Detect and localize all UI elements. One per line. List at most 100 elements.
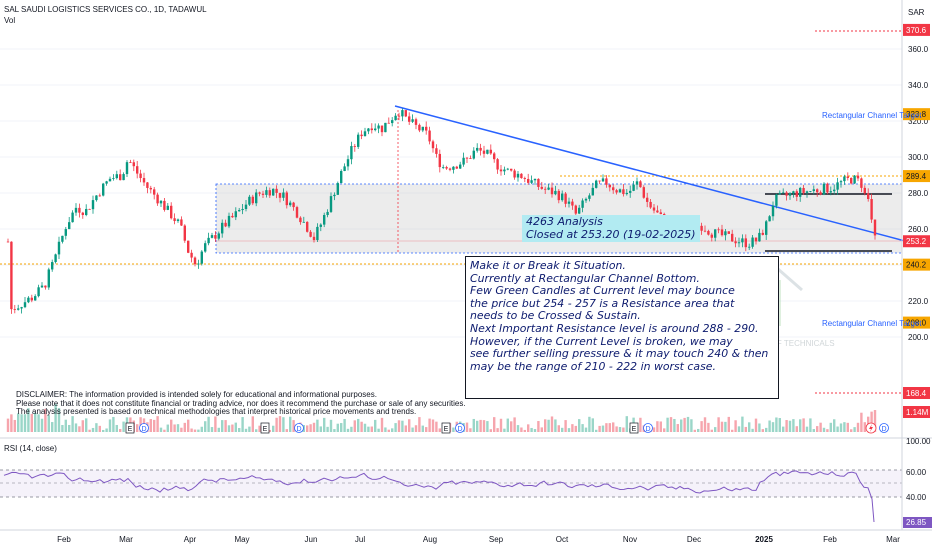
dividend-marker[interactable]: D [455, 423, 465, 434]
volume-bar [503, 428, 506, 432]
volume-bar [438, 428, 441, 432]
candle-body [312, 236, 316, 241]
volume-bar [197, 429, 200, 432]
volume-bar [493, 417, 496, 432]
price-tag [903, 23, 930, 36]
earnings-marker[interactable]: E [629, 422, 639, 434]
candle-body [231, 215, 234, 218]
candle-body [23, 302, 27, 308]
volume-bar [489, 429, 492, 432]
candle-body [428, 130, 431, 142]
candle-body [445, 167, 448, 169]
volume-bar [598, 425, 601, 432]
time-tick: 2025 [755, 535, 773, 544]
candle-body [758, 232, 761, 242]
volume-bar [612, 422, 615, 432]
volume-bar [217, 427, 220, 432]
candle-body [629, 190, 632, 193]
volume-bar [615, 426, 618, 432]
candle-body [744, 238, 747, 248]
candle-body [391, 120, 394, 124]
candle-body [465, 157, 469, 159]
volume-bar [200, 426, 203, 432]
volume-bar [717, 417, 720, 432]
candle-body [27, 297, 30, 303]
volume-bar [115, 424, 118, 432]
symbol-title[interactable]: SAL SAUDI LOGISTICS SERVICES CO., 1D, TA… [4, 5, 207, 14]
dividend-marker[interactable]: D [294, 423, 304, 434]
volume-bar [792, 419, 795, 432]
earnings-marker[interactable]: E [441, 422, 451, 434]
candle-body [595, 180, 598, 188]
candle-body [544, 188, 547, 190]
volume-bar [119, 429, 122, 432]
price-axis[interactable]: 360.0340.0320.0300.0280.0260.0240.0220.0… [903, 45, 932, 528]
candle-body [411, 119, 414, 122]
price-tag [903, 170, 930, 183]
volume-bar [554, 419, 557, 432]
volume-bar [588, 416, 591, 432]
candle-body [455, 166, 458, 169]
volume-bar [860, 412, 863, 432]
price-tag-value: 370.6 [906, 26, 927, 35]
note-line: may be the range of 210 - 222 in worst c… [470, 359, 716, 373]
earnings-marker[interactable]: E [260, 422, 270, 434]
volume-bar [700, 421, 703, 432]
rsi-band [0, 470, 902, 497]
candle-body [57, 241, 61, 255]
candle-body [816, 189, 819, 193]
dividend-marker[interactable]: D [643, 423, 653, 434]
candle-body [493, 153, 496, 160]
candle-body [40, 285, 44, 288]
dividend-marker[interactable]: D [879, 423, 889, 434]
lightning-marker[interactable] [865, 422, 877, 434]
earnings-marker[interactable]: E [125, 422, 135, 434]
volume-bar [550, 416, 554, 432]
volume-bar [401, 420, 404, 432]
volume-indicator-label[interactable]: Vol [4, 16, 16, 25]
volume-bar [833, 419, 836, 432]
volume-bar [170, 419, 173, 432]
candle-body [95, 195, 98, 201]
candle-body [581, 200, 584, 208]
volume-bar [319, 426, 322, 432]
candle-body [425, 126, 428, 131]
volume-bar [54, 403, 57, 432]
volume-bar [605, 423, 608, 432]
svg-text:D: D [457, 426, 462, 433]
volume-bar [30, 413, 33, 432]
time-tick: Mar [886, 535, 900, 544]
candle-body [659, 212, 662, 215]
candle-body [217, 233, 220, 239]
volume-bar [663, 428, 666, 432]
candle-body [125, 162, 129, 175]
candle-body [710, 234, 713, 238]
candle-body [108, 178, 112, 182]
currency-label[interactable]: SAR [908, 8, 925, 17]
candle-body [323, 215, 326, 225]
volume-bar [159, 427, 163, 432]
volume-bar [496, 428, 499, 432]
candle-body [714, 229, 717, 238]
volume-bar [190, 428, 193, 432]
analysis-callout: 4263 Analysis Closed at 253.20 (19-02-20… [522, 215, 700, 242]
candle-body [771, 205, 775, 217]
volume-bar [469, 428, 472, 432]
candle-body [435, 148, 438, 154]
candle-body [261, 193, 265, 195]
dividend-marker[interactable]: D [139, 423, 149, 434]
candle-body [88, 208, 91, 210]
candle-body [853, 175, 856, 184]
candle-body [632, 184, 635, 191]
volume-bar [391, 428, 394, 432]
time-axis[interactable]: Feb Mar Apr May Jun Jul Aug Sep Oct Nov Dec 2025 Feb… [57, 535, 900, 544]
volume-bar [149, 419, 152, 432]
volume-bar [731, 429, 734, 432]
candle-body [265, 190, 268, 195]
rsi-label[interactable]: RSI (14, close) [4, 444, 57, 453]
candle-body [462, 157, 465, 165]
candle-body [700, 225, 703, 231]
volume-bar [510, 421, 513, 432]
candle-body [299, 217, 302, 223]
volume-bar [513, 417, 516, 432]
